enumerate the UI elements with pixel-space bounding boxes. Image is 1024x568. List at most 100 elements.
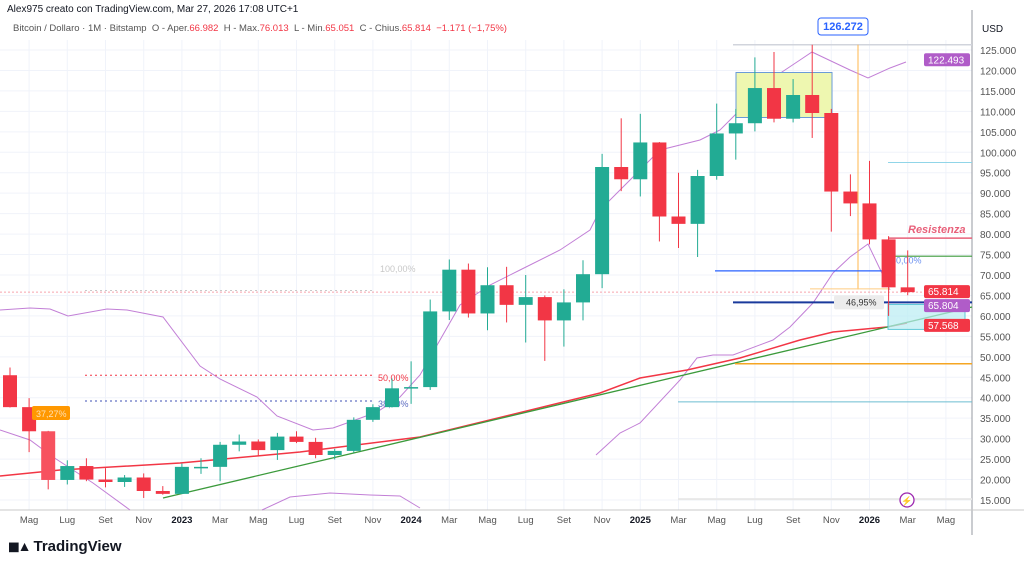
candle-body: [136, 477, 151, 491]
x-tick-label: Lug: [289, 515, 305, 526]
x-tick-label: Mar: [212, 515, 228, 526]
open-label: O - Aper.: [151, 23, 190, 34]
candle-body: [365, 407, 380, 420]
y-tick-label: 90.000: [980, 189, 1011, 200]
currency-label: USD: [982, 24, 1003, 35]
y-tick-label: 125.000: [980, 46, 1017, 57]
candle-body: [786, 95, 801, 119]
candle-body: [423, 311, 438, 388]
candle-body: [633, 142, 648, 180]
y-tick-label: 55.000: [980, 332, 1011, 343]
price-tag: [924, 318, 970, 332]
y-tick-label: 70.000: [980, 271, 1011, 282]
candle-body: [881, 239, 896, 288]
x-tick-label: 2023: [171, 515, 192, 526]
candle-body: [442, 269, 457, 312]
candle-body: [270, 436, 285, 451]
x-tick-label: Lug: [518, 515, 534, 526]
candle-body: [480, 285, 495, 314]
symbol-label[interactable]: Bitcoin / Dollaro · 1M · Bitstamp: [13, 23, 147, 34]
resistance-label: Resistenza: [908, 224, 965, 236]
x-tick-label: Nov: [364, 515, 381, 526]
candle-body: [194, 466, 208, 469]
candle-body: [614, 167, 629, 180]
x-tick-label: 2024: [401, 515, 423, 526]
candle-body: [289, 436, 304, 442]
x-tick-label: 2026: [859, 515, 880, 526]
candle-body: [79, 466, 94, 480]
price-tag-label: 57.568: [928, 321, 959, 332]
candle-body: [537, 297, 552, 321]
x-tick-label: Lug: [59, 515, 75, 526]
y-tick-label: 95.000: [980, 169, 1011, 180]
x-tick-label: Nov: [594, 515, 611, 526]
candle-body: [767, 88, 781, 119]
y-tick-label: 35.000: [980, 414, 1011, 425]
ohlc-legend: Bitcoin / Dollaro · 1M · Bitstamp O - Ap…: [13, 23, 507, 34]
logo-text: TradingView: [33, 538, 122, 555]
y-tick-label: 65.000: [980, 291, 1011, 302]
x-tick-label: Nov: [823, 515, 840, 526]
candle-body: [155, 491, 170, 494]
price-chart[interactable]: 125.000 120.000 115.000 110.000 105.000 100.0…: [0, 0, 1024, 535]
x-tick-label: Mag: [20, 515, 38, 526]
price-tag-label: 122.493: [928, 55, 965, 66]
candle-body: [728, 123, 743, 134]
candle-body: [595, 167, 610, 275]
price-tag-label: 65.814: [928, 287, 959, 298]
ath-callout: [817, 17, 869, 36]
candle-body: [98, 479, 113, 482]
chart-credit: Alex975 creato con TradingView.com, Mar …: [7, 4, 299, 15]
y-tick-label: 45.000: [980, 373, 1011, 384]
y-tick-label: 105.000: [980, 128, 1017, 139]
x-tick-label: Mar: [441, 515, 457, 526]
candle-body: [900, 287, 915, 293]
price-tag-label: 65.804: [928, 301, 959, 312]
candle-body: [327, 450, 342, 455]
candle-body: [671, 216, 686, 224]
y-tick-label: 60.000: [980, 312, 1011, 323]
candle-body: [251, 441, 266, 451]
candle-body: [499, 285, 514, 305]
x-tick-label: Lug: [747, 515, 763, 526]
candle-body: [805, 95, 820, 113]
candle-body: [824, 113, 839, 192]
high-label: H - Max.: [223, 23, 260, 34]
x-tick-label: Set: [786, 515, 801, 526]
candle-body: [213, 444, 228, 467]
price-tag: [924, 285, 970, 299]
y-tick-label: 20.000: [980, 476, 1011, 487]
candle-body: [3, 375, 17, 408]
tradingview-logo[interactable]: ◼▲ TradingView: [8, 538, 122, 555]
y-tick-label: 75.000: [980, 251, 1011, 262]
fib-50-label: 50,00%: [378, 373, 409, 383]
low-label: L - Min.: [293, 23, 326, 34]
lightning-icon: [899, 492, 915, 508]
x-tick-label: Mag: [249, 515, 267, 526]
candle-body: [518, 297, 533, 305]
candle-body: [461, 269, 476, 314]
x-tick-label: Set: [328, 515, 343, 526]
x-tick-label: Set: [98, 515, 113, 526]
x-tick-label: Mar: [900, 515, 916, 526]
candle-body: [576, 274, 590, 303]
candle-body: [41, 431, 56, 480]
close-value: 65.814: [401, 23, 431, 34]
tradingview-logo-icon: ◼▲: [8, 538, 32, 554]
low-value: 65.051: [325, 23, 355, 34]
candle-body: [60, 466, 75, 480]
y-tick-label: 80.000: [980, 230, 1011, 241]
fib-50-right-label: 50,00%: [891, 256, 922, 266]
y-tick-label: 25.000: [980, 455, 1011, 466]
candle-body: [843, 191, 858, 204]
drop-pct-label: 37,27%: [36, 409, 67, 419]
lightning-glyph: ⚡: [901, 495, 912, 507]
fib-4695-label: 46,95%: [846, 297, 877, 307]
ath-callout-label: 126.272: [823, 21, 863, 33]
x-tick-label: Mag: [937, 515, 955, 526]
candle-body: [232, 441, 247, 445]
y-tick-label: 85.000: [980, 210, 1011, 221]
candle-body: [174, 466, 189, 494]
x-tick-label: Mag: [707, 515, 725, 526]
candle-body: [652, 142, 667, 217]
